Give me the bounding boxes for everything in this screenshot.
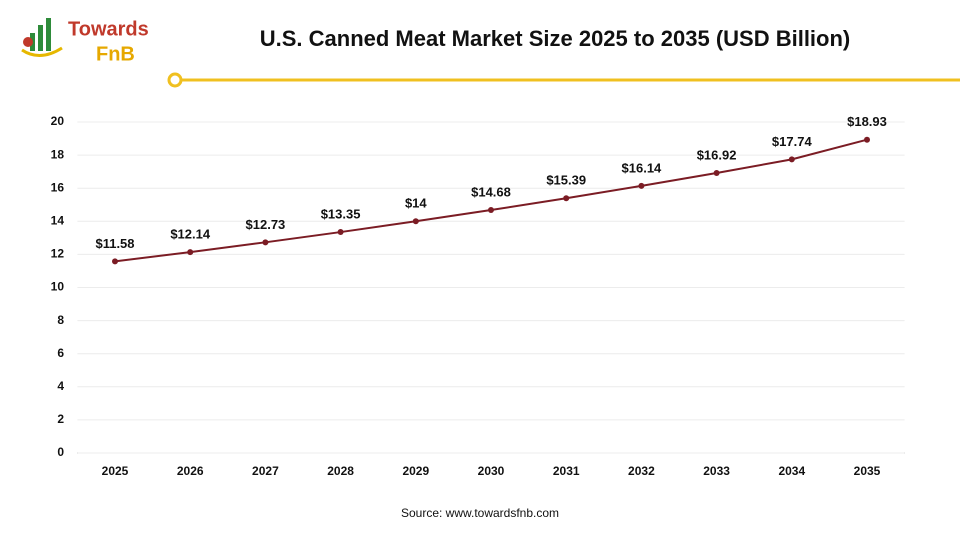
value-label: $12.14 <box>170 227 211 242</box>
y-tick-label: 0 <box>57 445 64 459</box>
point <box>563 195 570 202</box>
x-tick-label: 2026 <box>177 464 204 478</box>
value-label: $16.14 <box>622 160 663 175</box>
x-tick-label: 2029 <box>402 464 429 478</box>
point <box>337 229 344 236</box>
value-label: $18.93 <box>847 114 887 129</box>
point <box>638 182 645 189</box>
value-label: $17.74 <box>772 134 813 149</box>
point <box>788 156 795 163</box>
x-tick-label: 2025 <box>102 464 129 478</box>
y-tick-label: 6 <box>57 346 64 360</box>
y-tick-label: 20 <box>51 114 65 128</box>
value-label: $12.73 <box>246 217 286 232</box>
value-label: $16.92 <box>697 147 737 162</box>
logo-line1: Towards <box>68 18 149 40</box>
y-tick-label: 16 <box>51 180 65 194</box>
point <box>187 249 194 256</box>
logo-line2: FnB <box>96 43 135 65</box>
source: Source: www.towardsfnb.com <box>401 506 559 520</box>
y-tick-label: 14 <box>51 213 65 227</box>
line <box>114 138 868 263</box>
x-tick-label: 2032 <box>628 464 655 478</box>
x-tick-label: 2028 <box>327 464 354 478</box>
logo: Towards FnB <box>21 18 149 65</box>
divider-dot <box>167 72 183 88</box>
value-label: $13.35 <box>321 206 361 221</box>
point <box>488 207 494 214</box>
point <box>864 136 870 143</box>
point <box>262 239 269 246</box>
chart-title: U.S. Canned Meat Market Size 2025 to 203… <box>260 26 851 51</box>
x-tick-label: 2027 <box>252 464 279 478</box>
x-tick-label: 2031 <box>553 464 580 478</box>
x-tick-label: 2035 <box>854 464 881 478</box>
y-tick-label: 4 <box>57 379 64 393</box>
x-tick-label: 2034 <box>778 464 805 478</box>
y-tick-label: 18 <box>51 147 65 161</box>
x-tick-label: 2033 <box>703 464 730 478</box>
y-tick-label: 12 <box>51 247 65 261</box>
point <box>412 218 419 225</box>
value-label: $14 <box>405 196 427 211</box>
value-label: $11.58 <box>95 236 134 251</box>
y-tick-label: 10 <box>51 280 65 294</box>
y-tick-label: 8 <box>57 313 64 327</box>
y-tick-label: 2 <box>57 412 64 426</box>
point <box>112 258 118 265</box>
x-tick-label: 2030 <box>478 464 505 478</box>
value-label: $15.39 <box>546 173 586 188</box>
point <box>713 169 720 176</box>
value-label: $14.68 <box>471 184 511 199</box>
